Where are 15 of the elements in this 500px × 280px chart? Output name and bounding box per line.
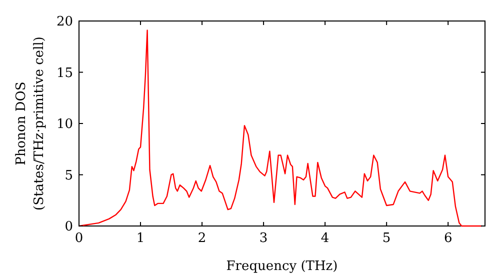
- x-tick-label: 2: [198, 231, 206, 246]
- y-axis-title: Phonon DOS (States/THz·primitive cell): [14, 36, 47, 211]
- x-tick-label: 6: [444, 231, 452, 246]
- y-tick-label: 20: [56, 14, 73, 30]
- line-series: [79, 30, 483, 227]
- y-tick-label: 5: [64, 168, 73, 184]
- x-tick-label: 3: [259, 231, 268, 246]
- x-tick-label: 0: [74, 231, 84, 246]
- x-tick-label: 5: [382, 231, 391, 246]
- x-axis-title: Frequency (THz): [226, 259, 338, 274]
- y-tick-label: 15: [56, 66, 73, 81]
- y-tick-label: 0: [64, 220, 73, 235]
- x-tick-label: 4: [320, 231, 330, 246]
- x-tick-label: 1: [136, 231, 145, 246]
- y-tick-label: 10: [56, 117, 73, 132]
